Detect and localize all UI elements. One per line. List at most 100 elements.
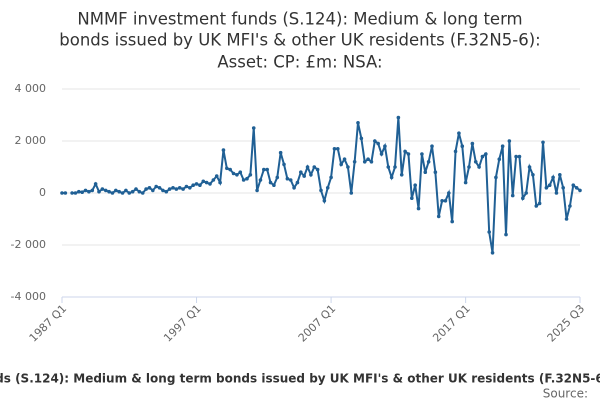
point xyxy=(144,187,148,191)
point xyxy=(504,232,508,237)
point xyxy=(218,180,222,185)
point xyxy=(537,201,542,206)
line xyxy=(72,117,581,253)
point xyxy=(235,173,239,177)
point xyxy=(114,188,118,193)
point xyxy=(480,154,485,159)
x-tick-label: 1987 Q1 xyxy=(27,302,70,345)
point xyxy=(383,144,387,148)
point xyxy=(194,182,199,186)
point xyxy=(211,178,216,182)
point xyxy=(60,191,64,195)
point xyxy=(564,217,569,221)
point xyxy=(547,183,552,187)
point xyxy=(423,170,428,174)
point xyxy=(490,251,495,255)
point xyxy=(103,188,108,193)
point xyxy=(356,121,360,125)
point xyxy=(369,160,374,164)
point xyxy=(100,187,105,191)
point xyxy=(292,186,296,190)
point xyxy=(140,191,145,195)
point xyxy=(379,152,384,156)
point xyxy=(161,188,165,193)
point xyxy=(174,187,179,191)
point xyxy=(288,178,293,182)
point xyxy=(517,154,522,159)
point xyxy=(137,189,142,194)
point xyxy=(362,160,367,164)
point xyxy=(463,180,468,185)
point xyxy=(167,187,172,191)
point xyxy=(73,191,78,195)
point xyxy=(497,157,502,161)
point xyxy=(319,188,323,193)
point xyxy=(325,186,330,190)
source-label: Source: xyxy=(543,387,588,400)
point xyxy=(453,149,458,154)
y-tick-label: 2 000 xyxy=(15,134,47,147)
point xyxy=(225,166,229,171)
point xyxy=(268,180,273,185)
point xyxy=(467,165,471,169)
point xyxy=(460,144,465,148)
point xyxy=(433,170,438,174)
point xyxy=(295,180,300,185)
point xyxy=(272,183,276,187)
point xyxy=(571,183,576,187)
point xyxy=(241,178,246,182)
point xyxy=(191,183,195,187)
point xyxy=(164,189,169,194)
point xyxy=(514,154,518,159)
point xyxy=(413,183,417,187)
point xyxy=(484,152,488,156)
point xyxy=(346,165,350,169)
point xyxy=(87,189,91,194)
point xyxy=(443,199,448,203)
point xyxy=(494,175,498,180)
point xyxy=(568,204,572,208)
point xyxy=(447,191,451,195)
point xyxy=(342,157,347,161)
point xyxy=(561,186,565,190)
point xyxy=(184,184,189,189)
point xyxy=(154,184,158,189)
point xyxy=(329,175,333,180)
point xyxy=(251,126,256,130)
point xyxy=(238,170,243,174)
point xyxy=(171,186,175,190)
point xyxy=(204,180,209,185)
point xyxy=(531,173,535,177)
point xyxy=(97,189,101,194)
point xyxy=(534,204,539,208)
y-tick-label: -4 000 xyxy=(11,290,46,303)
point xyxy=(309,173,313,177)
point xyxy=(349,191,354,195)
chart-title: bonds issued by UK MFI's & other UK resi… xyxy=(59,31,540,50)
point xyxy=(80,190,84,195)
point xyxy=(157,186,162,190)
point xyxy=(507,139,512,143)
point xyxy=(470,141,475,146)
point xyxy=(181,187,185,191)
point xyxy=(352,160,357,164)
point xyxy=(275,175,280,180)
point xyxy=(258,178,263,182)
chart-title: NMMF investment funds (S.124): Medium & … xyxy=(77,10,522,29)
point xyxy=(393,165,397,169)
point xyxy=(77,189,81,194)
chart-title: Asset: CP: £m: NSA: xyxy=(217,53,382,72)
point xyxy=(134,187,138,191)
point xyxy=(487,230,491,234)
point xyxy=(440,199,444,203)
point xyxy=(376,141,380,146)
point xyxy=(248,173,253,177)
point xyxy=(527,165,532,169)
point xyxy=(130,189,135,194)
point xyxy=(188,186,192,190)
point xyxy=(322,199,327,203)
point xyxy=(541,140,545,145)
point xyxy=(500,144,505,148)
point xyxy=(578,188,582,193)
point xyxy=(214,174,219,178)
